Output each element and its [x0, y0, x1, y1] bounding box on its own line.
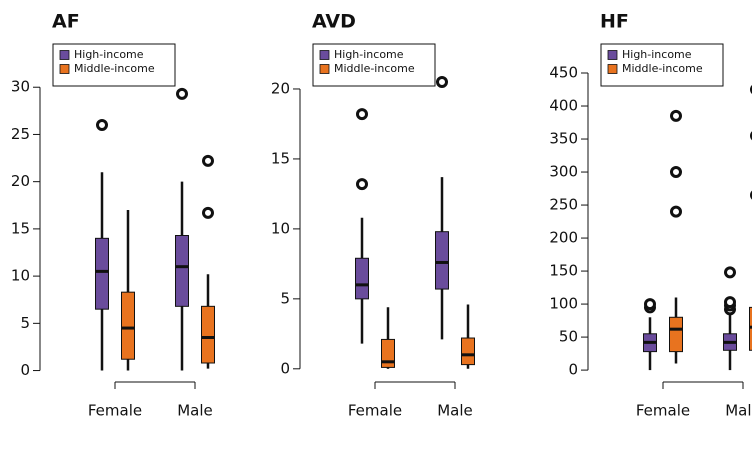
- outlier: [178, 89, 187, 98]
- chart-title: HF: [600, 11, 629, 33]
- y-tick-label: 5: [20, 314, 30, 332]
- legend-swatch: [60, 51, 69, 60]
- y-tick-label: 100: [549, 295, 578, 313]
- legend-label: Middle-income: [334, 62, 415, 75]
- outlier: [726, 298, 735, 307]
- outlier: [646, 300, 655, 309]
- y-tick-label: 0: [20, 361, 30, 379]
- outlier: [438, 77, 447, 86]
- x-tick-label: Female: [88, 402, 142, 420]
- chart-title: AF: [52, 11, 80, 33]
- outlier: [358, 180, 367, 189]
- box: [202, 306, 215, 363]
- y-tick-label: 15: [11, 219, 30, 237]
- legend-label: Middle-income: [622, 62, 703, 75]
- outlier: [672, 207, 681, 216]
- outlier: [726, 268, 735, 277]
- box: [462, 338, 475, 365]
- outlier: [98, 121, 107, 130]
- box: [122, 292, 135, 359]
- y-tick-label: 25: [11, 125, 30, 143]
- y-tick-label: 250: [549, 196, 578, 214]
- y-tick-label: 350: [549, 130, 578, 148]
- x-tick-label: Male: [177, 402, 213, 420]
- legend-swatch: [320, 51, 329, 60]
- legend-swatch: [320, 65, 329, 74]
- y-tick-label: 15: [271, 149, 290, 167]
- outlier: [672, 168, 681, 177]
- outlier: [204, 208, 213, 217]
- chart-title: AVD: [312, 11, 356, 33]
- y-tick-label: 10: [271, 219, 290, 237]
- outlier: [358, 110, 367, 119]
- box: [436, 232, 449, 289]
- box: [356, 258, 369, 299]
- x-tick-label: Female: [636, 402, 690, 420]
- y-tick-label: 10: [11, 267, 30, 285]
- box: [176, 236, 189, 307]
- outlier: [204, 156, 213, 165]
- legend-swatch: [60, 65, 69, 74]
- legend-swatch: [608, 65, 617, 74]
- x-tick-label: Female: [348, 402, 402, 420]
- y-tick-label: 300: [549, 163, 578, 181]
- y-tick-label: 0: [280, 359, 290, 377]
- x-tick-label: Male: [437, 402, 473, 420]
- y-tick-label: 5: [280, 289, 290, 307]
- y-tick-label: 200: [549, 229, 578, 247]
- box: [670, 317, 683, 351]
- x-tick-label: Male: [725, 402, 752, 420]
- y-tick-label: 150: [549, 262, 578, 280]
- y-tick-label: 20: [271, 79, 290, 97]
- box: [96, 238, 109, 309]
- y-tick-label: 50: [559, 328, 578, 346]
- legend-label: High-income: [334, 48, 404, 61]
- y-tick-label: 20: [11, 172, 30, 190]
- y-tick-label: 0: [568, 361, 578, 379]
- y-tick-label: 400: [549, 97, 578, 115]
- legend-label: High-income: [622, 48, 692, 61]
- legend-label: Middle-income: [74, 62, 155, 75]
- outlier: [672, 111, 681, 120]
- y-tick-label: 30: [11, 78, 30, 96]
- legend-swatch: [608, 51, 617, 60]
- legend-label: High-income: [74, 48, 144, 61]
- y-tick-label: 450: [549, 64, 578, 82]
